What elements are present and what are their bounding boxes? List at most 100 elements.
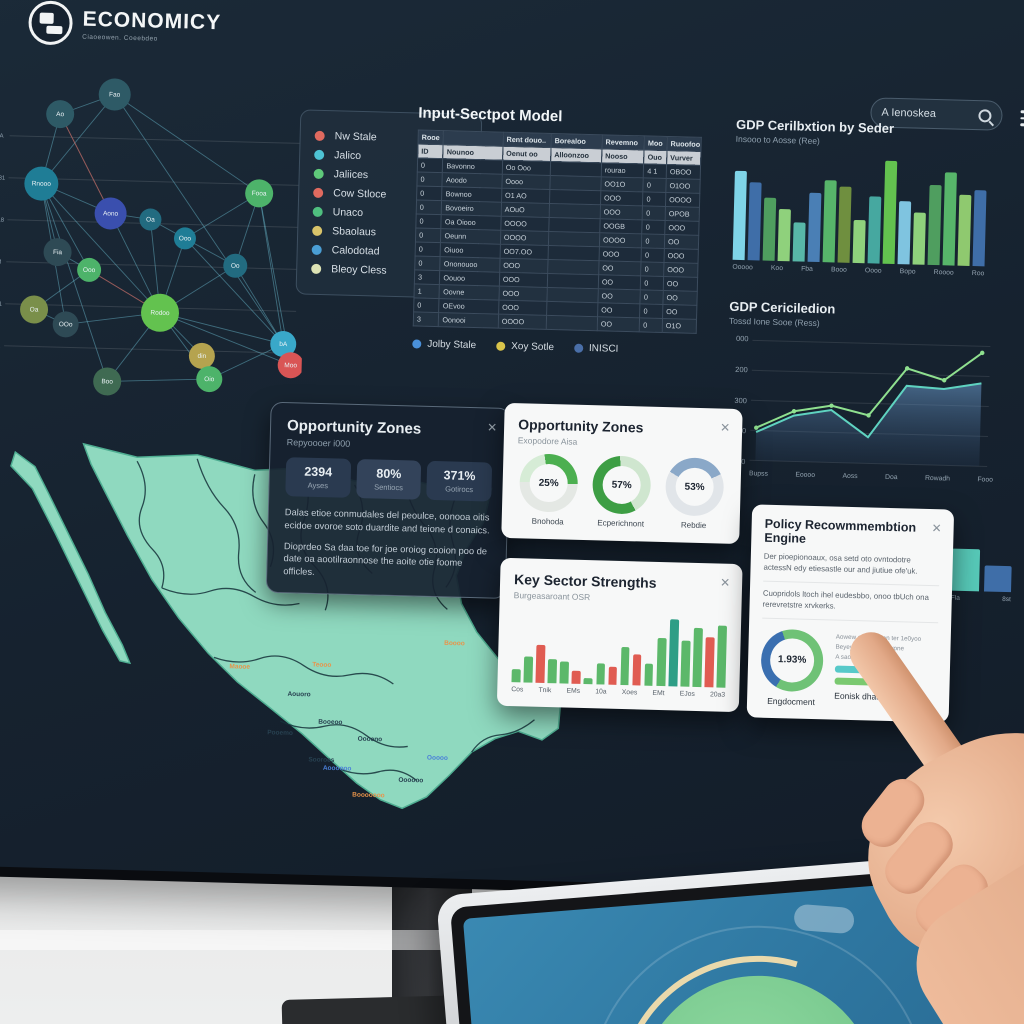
- tablet-screen: AA: [462, 867, 1024, 1024]
- donut-label: Rebdie: [680, 520, 707, 531]
- table-cell: OOOO: [500, 216, 550, 232]
- table-cell: Bownoo: [442, 186, 502, 203]
- close-icon[interactable]: ✕: [719, 420, 731, 435]
- bar: [583, 678, 593, 685]
- table-cell: OPOB: [665, 206, 700, 222]
- network-node-label: Rnooo: [32, 180, 52, 188]
- table-cell: 0: [639, 317, 663, 333]
- axis-tick-label: A: [0, 134, 4, 140]
- table-cell: [549, 175, 602, 191]
- network-node-label: Ooo: [83, 267, 96, 274]
- network-node[interactable]: [139, 208, 162, 231]
- network-node[interactable]: [24, 166, 59, 201]
- table-cell: OOO: [598, 246, 642, 262]
- network-node-label: Fao: [109, 91, 121, 98]
- map-region-label: Oooooo: [398, 776, 424, 785]
- table-cell: OEvoo: [439, 298, 499, 315]
- mini-text-line: A saoar t-saoot: [835, 653, 878, 662]
- map-region-label: Aoooooo: [322, 764, 352, 773]
- network-node[interactable]: [173, 227, 197, 250]
- x-axis-label: Booo: [830, 266, 847, 274]
- network-edge: [159, 312, 284, 345]
- legend-label: Sbaolaus: [332, 225, 377, 239]
- table-cell: OOOO: [498, 314, 547, 330]
- network-graph: A 81 18 M 81 11 Fao Ao Rnooo Aono Oa Ooo Fooa Fia Ooo O…: [0, 69, 309, 415]
- bar: [571, 671, 581, 684]
- tablet-button[interactable]: [916, 916, 979, 950]
- network-node[interactable]: [223, 253, 248, 278]
- network-node[interactable]: [277, 352, 304, 379]
- bar: [927, 184, 942, 266]
- x-axis-label: Eoooo: [795, 471, 816, 479]
- legend-dot-icon: [496, 341, 506, 351]
- table-cell: 0: [416, 171, 443, 187]
- legend-dot-icon: [573, 343, 584, 353]
- close-icon[interactable]: ✕: [486, 420, 498, 435]
- x-axis-label: Aoss: [842, 472, 858, 481]
- bar: [620, 646, 630, 686]
- table-cell: [550, 161, 602, 177]
- network-edge: [107, 378, 210, 382]
- legend-dot-icon: [314, 130, 325, 142]
- bar: [692, 627, 703, 688]
- x-axis-label: EJos: [679, 690, 695, 698]
- table-header-cell: Vurver: [666, 150, 701, 166]
- network-node[interactable]: [196, 366, 223, 393]
- table-cell: 0: [641, 233, 665, 249]
- x-axis-label: Rowadh: [924, 474, 951, 483]
- x-axis-label: 20a3: [709, 691, 726, 699]
- table-cell: 0: [641, 247, 665, 263]
- network-node[interactable]: [20, 295, 49, 324]
- network-node[interactable]: [141, 293, 180, 332]
- tablet-button[interactable]: [793, 903, 855, 935]
- legend-dot-icon: [312, 225, 323, 237]
- table-cell: 0: [417, 157, 444, 173]
- network-node-label: Aono: [103, 210, 119, 217]
- table-cell: [548, 231, 600, 247]
- network-node[interactable]: [98, 78, 131, 111]
- table-legend-item: INISCI: [573, 343, 619, 355]
- network-edge: [41, 183, 161, 314]
- table-header-cell: Oenut oo: [502, 146, 551, 162]
- network-node[interactable]: [94, 197, 127, 230]
- network-node[interactable]: [46, 100, 75, 129]
- bar: [656, 637, 667, 687]
- network-node[interactable]: [52, 311, 79, 338]
- table-cell: OOO: [498, 300, 547, 316]
- bar: [747, 182, 762, 261]
- table-cell: [546, 315, 598, 331]
- table-cell: 0: [416, 199, 443, 215]
- opportunity-zones-card: Opportunity Zones ✕ Exopodore Aisa 25% B…: [501, 402, 743, 545]
- x-axis-label: EMt: [652, 689, 665, 698]
- table-header-cell: Ouo: [643, 149, 667, 165]
- stat-tile: 80% Sentiocs: [355, 459, 422, 500]
- table-cell: OO: [597, 288, 641, 304]
- network-node[interactable]: [77, 257, 102, 283]
- table-cell: OOO: [663, 262, 698, 278]
- table-legend-item: Xoy Sotle: [496, 341, 554, 353]
- network-node[interactable]: [245, 179, 274, 208]
- network-node[interactable]: [93, 367, 122, 396]
- dark-card-paragraph: Dalas etioe conmudales del peoulce, oono…: [284, 507, 490, 536]
- close-icon[interactable]: ✕: [719, 575, 731, 590]
- table-cell: 0: [415, 213, 442, 229]
- network-edge: [258, 193, 284, 345]
- legend-label: Unaco: [332, 206, 364, 220]
- close-icon[interactable]: ✕: [931, 521, 942, 536]
- gdp-bar-chart-panel: GDP Cerilbxtion by Seder Insooo to Aosse…: [732, 117, 988, 277]
- donut-label: Bnohoda: [531, 516, 564, 527]
- network-node[interactable]: [270, 331, 297, 358]
- network-node[interactable]: [43, 238, 72, 267]
- table-cell: OOOO: [599, 232, 643, 248]
- table-cell: 0: [642, 219, 666, 235]
- table-cell: OOO: [664, 248, 699, 264]
- network-node-label: Rodoo: [150, 310, 170, 318]
- table-cell: OOOO: [500, 230, 549, 246]
- stat-value: 80%: [376, 466, 402, 482]
- policy-card-title: Policy Recowmmembtion Engine: [764, 516, 917, 546]
- table-cell: [549, 189, 601, 205]
- line-series-teal: [755, 382, 982, 439]
- menu-icon[interactable]: [1020, 106, 1024, 130]
- network-node[interactable]: [188, 342, 216, 370]
- x-axis-label: Xoes: [621, 689, 638, 697]
